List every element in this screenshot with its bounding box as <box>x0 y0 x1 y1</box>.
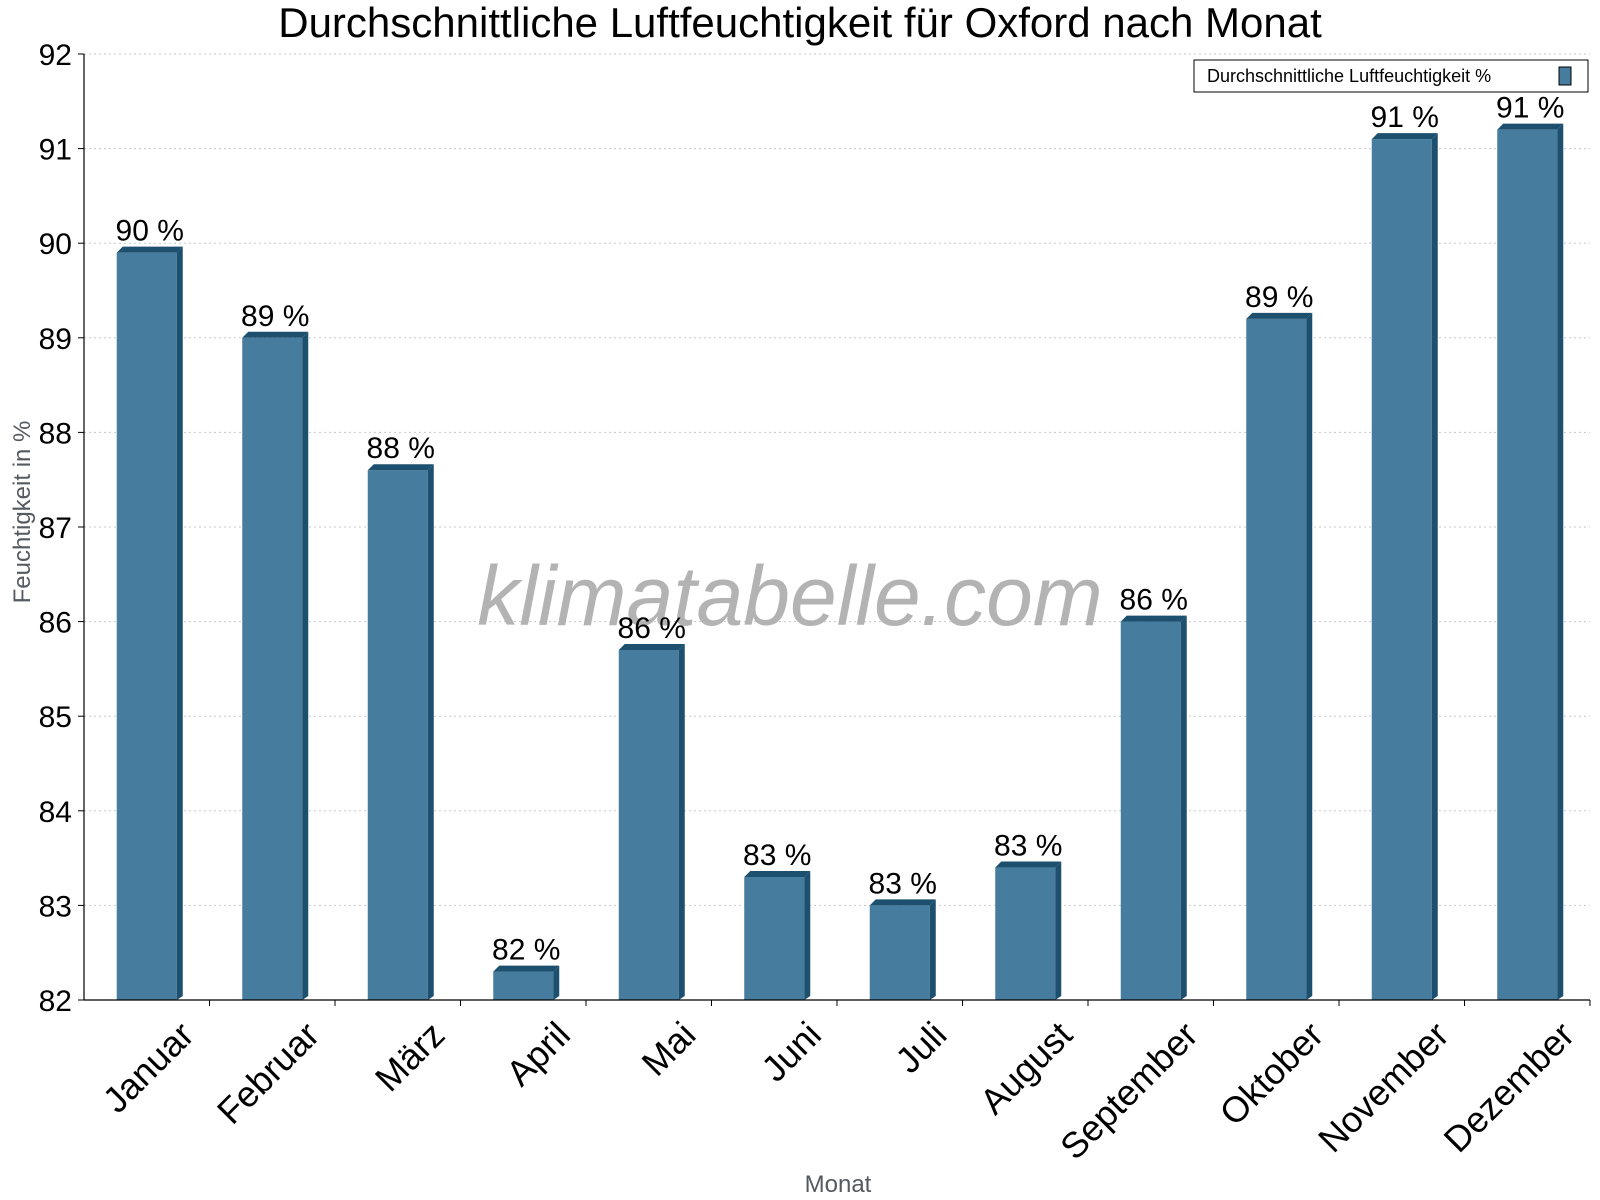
watermark: klimatabelle.com <box>477 549 1103 643</box>
bar-front <box>1497 129 1558 1000</box>
y-tick-label: 89 <box>39 323 72 356</box>
bar-front <box>744 877 805 1000</box>
bar-front <box>869 905 930 1000</box>
x-tick-label: Mai <box>633 1014 703 1084</box>
x-tick-label: Juni <box>753 1014 829 1090</box>
x-tick-label: September <box>1052 1014 1206 1168</box>
x-tick-label: November <box>1310 1014 1456 1160</box>
data-label: 89 % <box>241 300 309 333</box>
bar-front <box>1371 139 1432 1000</box>
bar <box>1246 312 1313 1000</box>
bar <box>618 643 685 1000</box>
bar-side <box>302 331 309 1000</box>
data-label: 89 % <box>1245 281 1313 314</box>
bar <box>242 331 309 1000</box>
bar-top <box>618 643 685 650</box>
bar <box>744 871 811 1000</box>
legend-box <box>1193 59 1589 93</box>
x-tick-label: Oktober <box>1211 1014 1331 1134</box>
grid <box>84 53 1590 906</box>
bar-side <box>427 464 434 1000</box>
bar-side <box>1055 861 1062 1000</box>
x-tick-label: März <box>367 1014 453 1100</box>
bar-front <box>116 252 177 1000</box>
bar-side <box>176 246 183 1000</box>
bar <box>995 861 1062 1000</box>
bar-top <box>493 965 560 972</box>
bar-top <box>744 871 811 878</box>
bar-side <box>553 965 560 1000</box>
bar-front <box>367 470 428 1000</box>
bar-front <box>1246 318 1307 1000</box>
y-tick-label: 90 <box>39 228 72 261</box>
y-tick-label: 84 <box>39 796 72 829</box>
bar-side <box>929 899 936 1000</box>
x-tick-label: April <box>498 1014 578 1094</box>
y-tick-label: 88 <box>39 417 72 450</box>
bar-side <box>678 643 685 1000</box>
legend-label: Durchschnittliche Luftfeuchtigkeit % <box>1207 66 1491 86</box>
bar-side <box>1557 123 1564 1001</box>
bar-front <box>493 971 554 1000</box>
y-tick-label: 86 <box>39 607 72 640</box>
bar <box>1120 615 1187 1000</box>
bar-side <box>1180 615 1187 1000</box>
bar-side <box>804 871 811 1000</box>
data-label: 86 % <box>1120 584 1188 617</box>
bar-top <box>995 861 1062 868</box>
x-tick-label: Januar <box>95 1014 202 1121</box>
x-tick-label: August <box>972 1014 1080 1122</box>
axes <box>78 53 1591 1006</box>
bar-front <box>1120 621 1181 1000</box>
data-label: 82 % <box>492 934 560 967</box>
bar <box>367 464 434 1000</box>
bars <box>116 123 1564 1001</box>
data-label: 86 % <box>618 612 686 645</box>
bar <box>493 965 560 1000</box>
bar-top <box>116 246 183 253</box>
bar-top <box>242 331 309 338</box>
legend: Durchschnittliche Luftfeuchtigkeit % <box>1193 59 1589 93</box>
y-axis-label: Feuchtigkeit in % <box>9 421 36 604</box>
x-tick-label: Dezember <box>1436 1014 1582 1160</box>
y-tick-label: 82 <box>39 985 72 1018</box>
data-label: 91 % <box>1496 92 1564 125</box>
bar <box>1371 133 1438 1000</box>
y-tick-label: 85 <box>39 701 72 734</box>
bar-front <box>995 867 1056 1000</box>
x-tick-label: Juli <box>887 1014 954 1081</box>
data-labels: 90 % 89 % 88 % 82 % 86 % 83 % 83 % 83 % 86 % 89 %… <box>116 92 1565 967</box>
data-label: 90 % <box>116 215 184 248</box>
x-ticks: Januar Februar März April Mai Juni Juli AugustS… <box>95 1014 1582 1168</box>
bar-top <box>1371 133 1438 140</box>
bar <box>116 246 183 1000</box>
bar <box>869 899 936 1000</box>
bar-side <box>1306 312 1313 1000</box>
y-tick-label: 92 <box>39 39 72 72</box>
x-axis-label: Monat <box>805 1171 872 1198</box>
y-ticks: 82 83 84 85 86 87 88 89 90 91 92 <box>39 39 72 1018</box>
bar-top <box>367 464 434 471</box>
legend-swatch <box>1558 66 1572 86</box>
x-tick-label: Februar <box>209 1014 327 1132</box>
bar-front <box>618 649 679 1000</box>
data-label: 83 % <box>994 830 1062 863</box>
data-label: 83 % <box>743 839 811 872</box>
y-tick-label: 83 <box>39 890 72 923</box>
bar-top <box>1497 123 1564 130</box>
bar-top <box>1246 312 1313 319</box>
data-label: 88 % <box>367 432 435 465</box>
y-tick-label: 91 <box>39 134 72 167</box>
bar-top <box>1120 615 1187 622</box>
bar-side <box>1431 133 1438 1000</box>
data-label: 83 % <box>869 867 937 900</box>
data-label: 91 % <box>1371 101 1439 134</box>
bar-top <box>869 899 936 906</box>
bar <box>1497 123 1564 1001</box>
y-tick-label: 87 <box>39 512 72 545</box>
bar-front <box>242 337 303 1000</box>
chart-title: Durchschnittliche Luftfeuchtigkeit für O… <box>278 0 1322 46</box>
